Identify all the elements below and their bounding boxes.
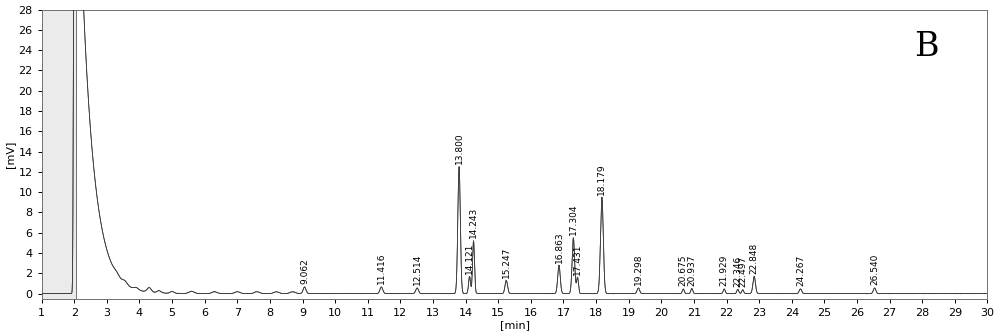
Text: 14.243: 14.243	[469, 207, 478, 238]
Text: 9.062: 9.062	[300, 259, 309, 285]
X-axis label: [min]: [min]	[500, 321, 530, 330]
Text: 20.675: 20.675	[679, 255, 688, 287]
Text: B: B	[914, 31, 938, 63]
Text: 16.863: 16.863	[554, 231, 563, 263]
Text: 11.416: 11.416	[377, 253, 386, 285]
Text: 22.346: 22.346	[733, 255, 742, 287]
Text: 12.514: 12.514	[413, 254, 422, 286]
Y-axis label: [mV]: [mV]	[6, 140, 16, 168]
Text: 19.298: 19.298	[634, 254, 643, 286]
Text: 22.848: 22.848	[750, 243, 759, 274]
Text: 13.800: 13.800	[455, 133, 464, 164]
Text: 14.121: 14.121	[465, 242, 474, 274]
Text: 15.247: 15.247	[502, 247, 511, 278]
Text: 20.937: 20.937	[687, 254, 696, 286]
Text: 22.497: 22.497	[738, 256, 747, 287]
Text: 17.431: 17.431	[573, 243, 582, 275]
Text: 18.179: 18.179	[597, 163, 606, 195]
Text: 26.540: 26.540	[870, 254, 879, 286]
Text: 21.929: 21.929	[720, 255, 729, 287]
Bar	[42, 9, 76, 299]
Text: 24.267: 24.267	[796, 255, 805, 287]
Text: 17.304: 17.304	[569, 204, 578, 235]
